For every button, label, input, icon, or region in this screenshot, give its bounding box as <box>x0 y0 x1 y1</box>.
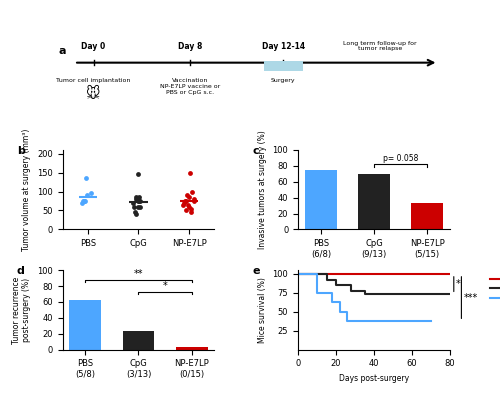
Bar <box>358 174 390 230</box>
Point <box>86 190 94 196</box>
Point <box>132 211 140 217</box>
Point <box>182 192 190 198</box>
Point <box>180 202 188 208</box>
Point <box>186 194 194 200</box>
Text: Day 0: Day 0 <box>82 42 106 51</box>
Point <box>190 196 198 202</box>
X-axis label: Days post-surgery: Days post-surgery <box>339 374 409 383</box>
Text: e: e <box>252 266 260 276</box>
Point <box>79 198 87 204</box>
Bar <box>70 300 102 350</box>
Text: d: d <box>17 266 25 276</box>
Point <box>186 170 194 176</box>
Point <box>182 208 190 214</box>
Point <box>82 175 90 181</box>
Y-axis label: Tumor recurrence
post-surgery (%): Tumor recurrence post-surgery (%) <box>12 276 32 343</box>
Text: Vaccination
NP-E7LP vaccine or
PBS or CpG s.c.: Vaccination NP-E7LP vaccine or PBS or Cp… <box>160 78 220 95</box>
Point <box>82 198 90 204</box>
Point <box>184 204 192 210</box>
Point <box>134 198 141 204</box>
Bar <box>176 347 208 350</box>
Y-axis label: Mice survival (%): Mice survival (%) <box>258 277 267 343</box>
Text: Tumor cell implantation: Tumor cell implantation <box>56 78 130 83</box>
Point <box>128 200 136 206</box>
Point <box>131 209 139 215</box>
Text: ***: *** <box>464 292 477 303</box>
Point <box>130 204 138 210</box>
Text: b: b <box>17 146 25 156</box>
Point <box>190 198 198 204</box>
Text: *: * <box>162 281 168 291</box>
FancyBboxPatch shape <box>264 61 303 71</box>
Y-axis label: Invasive tumors at surgery (%): Invasive tumors at surgery (%) <box>258 130 267 249</box>
Text: 🐭: 🐭 <box>86 86 101 101</box>
Point <box>132 194 140 200</box>
Text: *: * <box>456 279 460 289</box>
Point <box>187 206 195 212</box>
Text: p= 0.058: p= 0.058 <box>383 154 418 163</box>
Text: Surgery: Surgery <box>271 78 295 83</box>
Point <box>134 204 141 210</box>
Text: Day 8: Day 8 <box>178 42 203 51</box>
Point <box>80 198 88 204</box>
Point <box>184 202 192 208</box>
Point <box>188 209 196 215</box>
Point <box>78 200 86 206</box>
Text: c: c <box>252 146 259 156</box>
Point <box>136 198 144 204</box>
Point <box>182 198 190 204</box>
Point <box>136 204 144 210</box>
Text: Long term follow-up for
tumor relapse: Long term follow-up for tumor relapse <box>344 41 417 51</box>
Point <box>80 198 88 204</box>
Point <box>180 198 188 204</box>
Point <box>135 198 143 204</box>
Bar <box>305 170 337 230</box>
Text: Day 12-14: Day 12-14 <box>262 42 305 51</box>
Y-axis label: Tumor volume at surgery (mm³): Tumor volume at surgery (mm³) <box>22 129 32 251</box>
Point <box>83 192 91 198</box>
Point <box>132 196 140 202</box>
Bar <box>411 203 443 230</box>
Point <box>188 188 196 195</box>
Point <box>180 200 188 206</box>
Bar <box>122 331 154 350</box>
Point <box>134 171 141 178</box>
Point <box>135 194 143 200</box>
Legend: NP-E7LP, CpG, PBS: NP-E7LP, CpG, PBS <box>488 274 500 304</box>
Text: **: ** <box>134 269 143 279</box>
Text: a: a <box>58 46 66 56</box>
